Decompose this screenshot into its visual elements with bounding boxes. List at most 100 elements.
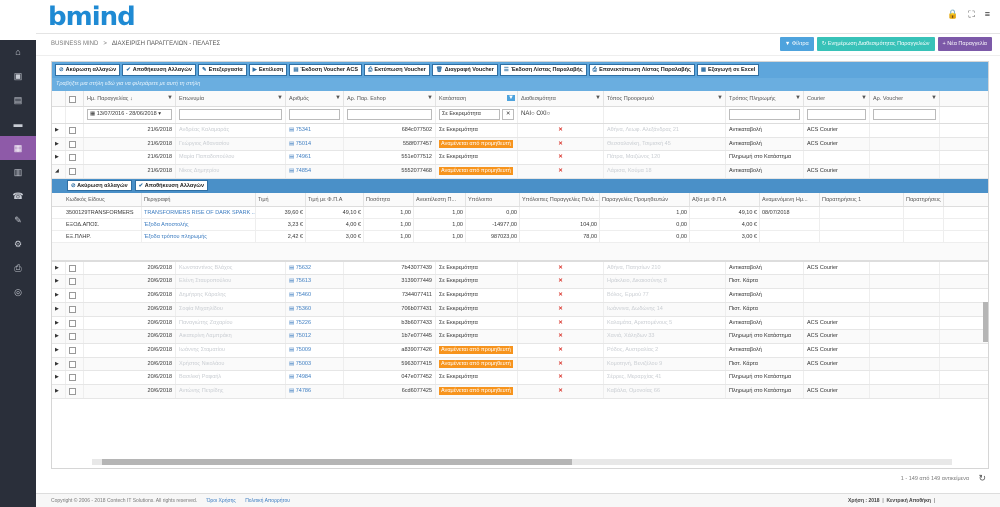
no-radio[interactable]: ΟΧΙ○ xyxy=(536,111,551,117)
eshop-filter-input[interactable] xyxy=(347,109,432,120)
column-header[interactable]: Αρ. Voucher ▼ xyxy=(870,91,940,106)
row-checkbox[interactable] xyxy=(69,168,76,176)
detail-column-header[interactable]: Αξία με Φ.Π.Α xyxy=(690,192,760,206)
row-checkbox[interactable] xyxy=(69,305,76,313)
breadcrumb-root[interactable]: BUSINESS MIND xyxy=(51,41,99,47)
table-row[interactable]: ▶ 20/6/2018 Δημήτρης Κάραλης ▤ 75460 7344077… xyxy=(52,289,988,303)
row-checkbox[interactable] xyxy=(69,127,76,134)
table-row[interactable]: ▶ 21/6/2018 Γεώργιος Αθανασίου ▤ 75014 558f0… xyxy=(52,137,988,152)
menu-icon[interactable]: ≡ xyxy=(984,9,990,19)
order-number-link[interactable]: 75632 xyxy=(295,264,312,271)
name-filter-input[interactable] xyxy=(179,109,282,120)
column-header[interactable]: Κατάσταση ▼ xyxy=(436,91,518,106)
filters-button[interactable]: ▼ Φίλτρα xyxy=(779,37,814,51)
home-icon[interactable]: ⌂ xyxy=(15,47,21,57)
phone-icon[interactable]: ☎ xyxy=(12,190,24,201)
expand-icon[interactable]: ◢ xyxy=(55,168,59,175)
expand-icon[interactable]: ▶ xyxy=(55,264,59,271)
detail-column-header[interactable]: Ποσότητα xyxy=(364,192,414,206)
expand-icon[interactable]: ▶ xyxy=(55,333,59,340)
detail-column-header[interactable]: Παρατηρήσεις xyxy=(904,192,944,206)
expand-icon[interactable]: ▶ xyxy=(55,374,59,381)
row-checkbox[interactable] xyxy=(69,278,76,286)
table-row[interactable]: ▶ 20/6/2018 Χρήστος Νικολάου ▤ 75003 5963077… xyxy=(52,357,988,372)
order-number-link[interactable]: 75003 xyxy=(295,360,312,367)
order-number-link[interactable]: 74854 xyxy=(295,168,312,175)
order-number-link[interactable]: 75009 xyxy=(295,346,312,353)
order-number-link[interactable]: 74961 xyxy=(295,154,312,161)
expand-icon[interactable]: ▶ xyxy=(55,278,59,285)
order-number-link[interactable]: 75226 xyxy=(295,319,312,326)
expand-icon[interactable]: ▶ xyxy=(55,292,59,299)
payment-filter-input[interactable] xyxy=(729,109,800,120)
order-number-link[interactable]: 75014 xyxy=(295,140,312,147)
status-filter-input[interactable]: Σε Εκκρεμότητα xyxy=(439,109,501,120)
voucher-filter-input[interactable] xyxy=(873,109,936,120)
table-row[interactable]: ▶ 20/6/2018 Παναγιώτης Ζαχαρίου ▤ 75226 b3b6… xyxy=(52,316,988,331)
column-filter-icon[interactable]: ▼ xyxy=(595,95,601,101)
column-header[interactable]: Αρ. Παρ. Eshop ▼ xyxy=(344,91,436,106)
table-row[interactable]: ▶ 20/6/2018 Βασιλική Ραφαήλ ▤ 74984 047e0774… xyxy=(52,371,988,385)
row-checkbox[interactable] xyxy=(69,264,76,272)
table-row[interactable]: ▶ 20/6/2018 Σοφία Μιχαηλίδου ▤ 75360 706b077… xyxy=(52,302,988,317)
orders-icon[interactable]: ▦ xyxy=(0,136,36,160)
yes-radio[interactable]: ΝΑΙ○ xyxy=(521,111,535,117)
row-checkbox[interactable] xyxy=(69,346,76,354)
column-filter-icon[interactable]: ▼ xyxy=(335,95,341,101)
edit-button[interactable]: ✎ Επεξεργασία xyxy=(197,64,247,76)
order-number-link[interactable]: 75613 xyxy=(295,278,312,285)
table-row[interactable]: ▶ 20/6/2018 Αικατερίνη Λαμπράκη ▤ 75012 1b7e… xyxy=(52,330,988,344)
column-filter-icon[interactable]: ▼ xyxy=(507,95,515,101)
column-filter-icon[interactable]: ▼ xyxy=(717,95,723,101)
detail-column-header[interactable]: Παρατηρήσεις 1 xyxy=(820,192,904,206)
group-drop-area[interactable]: Τραβήξτε μια στήλη εδώ για να φιλτράρετε… xyxy=(52,78,988,91)
column-filter-icon[interactable]: ▼ xyxy=(931,95,937,101)
expand-icon[interactable]: ▶ xyxy=(55,154,59,161)
row-checkbox[interactable] xyxy=(69,154,76,162)
row-checkbox[interactable] xyxy=(69,333,76,341)
new-order-button[interactable]: + Νέα Παραγγελία xyxy=(937,37,992,51)
column-filter-icon[interactable]: ▼ xyxy=(861,95,867,101)
expand-icon[interactable]: ▶ xyxy=(55,387,59,394)
courier-filter-input[interactable] xyxy=(807,109,866,120)
column-filter-icon[interactable]: ▼ xyxy=(167,95,173,101)
horizontal-scrollbar[interactable] xyxy=(92,459,952,465)
privacy-link[interactable]: Πολιτική Απορρήτου xyxy=(245,498,290,504)
detail-row[interactable]: 3500129TRANSFORMERS TRANSFORMERS RISE OF … xyxy=(52,206,988,219)
row-checkbox[interactable] xyxy=(69,374,76,382)
expand-icon[interactable]: ▶ xyxy=(55,319,59,326)
wrench-icon[interactable]: ✎ xyxy=(14,214,22,225)
detail-column-header[interactable]: Ανεκτέλεστη Π... xyxy=(414,192,466,206)
table-row[interactable]: ▶ 20/6/2018 Κωνσταντίνος Βλάχος ▤ 75632 7b43… xyxy=(52,261,988,276)
order-number-link[interactable]: 75012 xyxy=(295,333,312,340)
printer-icon[interactable]: ⎙ xyxy=(14,262,22,273)
export-excel-button[interactable]: ▦ Εξαγωγή σε Excel xyxy=(696,64,760,76)
column-header[interactable]: Επωνυμία ▼ xyxy=(176,91,286,106)
table-row[interactable]: ◢ 21/6/2018 Νίκος Δημητρίου ▤ 74854 55520774… xyxy=(52,165,988,179)
fullscreen-icon[interactable]: ⛶ xyxy=(968,9,975,19)
lock-icon[interactable]: 🔒 xyxy=(947,9,959,19)
order-number-link[interactable]: 75341 xyxy=(295,127,312,133)
expand-icon[interactable]: ▶ xyxy=(55,346,59,353)
row-checkbox[interactable] xyxy=(69,387,76,395)
row-checkbox[interactable] xyxy=(69,319,76,327)
detail-column-header[interactable]: Κωδικός Είδους xyxy=(64,192,142,206)
issue-voucher-acs-button[interactable]: ▤ Έκδοση Voucher ACS xyxy=(289,64,363,76)
save-changes-button[interactable]: ✔ Αποθήκευση Αλλαγών xyxy=(122,64,196,76)
detail-row[interactable]: ΕΞ.ΠΛΗΡ. Έξοδα τρόπου πληρωμής 2,42 €3,00 … xyxy=(52,230,988,243)
terms-link[interactable]: Όροι Χρήσης xyxy=(206,498,236,504)
column-header[interactable]: Αριθμός ▼ xyxy=(286,91,344,106)
row-checkbox[interactable] xyxy=(69,140,76,148)
order-number-link[interactable]: 74984 xyxy=(295,374,312,381)
refresh-availability-button[interactable]: ↻ Ενημέρωση Διαθεσιμότητας Παραγγελιών xyxy=(816,37,935,51)
expand-icon[interactable]: ▶ xyxy=(55,305,59,312)
table-row[interactable]: ▶ 20/6/2018 Αντώνης Πετρίδης ▤ 74786 6cd6077… xyxy=(52,384,988,399)
detail-column-header[interactable]: Υπόλοιπο xyxy=(466,192,520,206)
column-filter-icon[interactable]: ▼ xyxy=(277,95,283,101)
date-range-filter[interactable]: ▦ 13/07/2016 - 28/06/2018 ▾ xyxy=(87,109,172,120)
reprint-pickup-list-button[interactable]: ⎙ Επανεκτύπωση Λίστας Παραλαβής xyxy=(588,64,695,76)
detail-cancel-button[interactable]: ⊘ Ακύρωση αλλαγών xyxy=(67,180,132,192)
refresh-icon[interactable]: ↻ xyxy=(978,473,986,483)
column-header[interactable]: Τόπος Προορισμού ▼ xyxy=(604,91,726,106)
column-header[interactable]: Ημ. Παραγγελίας ↓ ▼ xyxy=(84,91,176,106)
